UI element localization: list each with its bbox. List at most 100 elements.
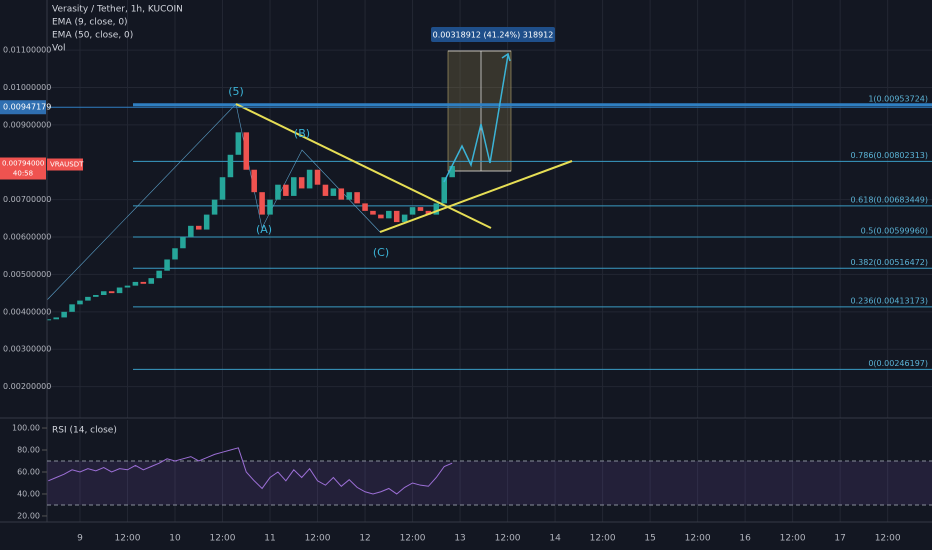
- y-tick-label: 0.01100000: [3, 46, 51, 55]
- crosshair-badge: [0, 100, 46, 115]
- rsi-pane: 100.00 80.00 60.00 40.00 20.00: [12, 424, 932, 520]
- candle: [306, 169, 313, 189]
- measure-badge: [431, 27, 555, 42]
- y-tick-label: 0.00300000: [3, 345, 51, 354]
- candle: [322, 184, 329, 196]
- candle: [132, 281, 139, 286]
- candle: [227, 154, 234, 178]
- candle: [433, 203, 440, 215]
- candle: [259, 192, 265, 215]
- candle: [211, 199, 218, 215]
- x-tick-label: 12:00: [685, 534, 711, 544]
- rsi-tick-label: 20.00: [17, 511, 40, 520]
- y-tick-label: 0.01000000: [3, 83, 51, 92]
- last-price-badge: [0, 157, 46, 180]
- candle: [124, 285, 131, 288]
- x-tick-label: 12:00: [305, 534, 331, 544]
- candle: [409, 207, 416, 215]
- y-tick-label: 0.00500000: [3, 270, 51, 279]
- candle: [417, 207, 424, 211]
- wave-label: (C): [373, 246, 389, 259]
- x-tick-label: 13: [454, 534, 465, 544]
- x-tick-label: 12:00: [780, 534, 806, 544]
- last-price-countdown: 40:58: [13, 170, 33, 178]
- candle: [108, 291, 115, 294]
- candle: [243, 132, 250, 170]
- rsi-tick-label: 80.00: [17, 446, 40, 455]
- candle: [219, 177, 226, 200]
- candle: [251, 169, 257, 193]
- candle: [370, 210, 376, 215]
- candle: [330, 188, 337, 196]
- x-tick-label: 9: [77, 534, 83, 544]
- indicator-label: EMA (50, close, 0): [52, 31, 133, 41]
- wave-label: (B): [294, 127, 310, 140]
- rsi-line: [48, 447, 453, 495]
- candle: [100, 291, 107, 295]
- candle: [314, 169, 321, 185]
- candle: [338, 188, 345, 200]
- candle: [449, 166, 455, 178]
- candle: [156, 270, 162, 279]
- x-tick-label: 17: [834, 534, 845, 544]
- y-tick-label: 0.00700000: [3, 195, 51, 204]
- fib-label: 0.236(0.00413173): [851, 296, 929, 305]
- position-box: [447, 50, 512, 172]
- candle: [45, 319, 52, 321]
- wave-label: (A): [256, 223, 272, 236]
- candle: [53, 317, 59, 320]
- candle: [85, 296, 91, 301]
- x-tick-label: 12:00: [115, 534, 141, 544]
- x-tick-label: 12: [359, 534, 370, 544]
- fib-label: 0.786(0.00802313): [851, 151, 929, 160]
- rsi-tick-label: 60.00: [17, 467, 40, 476]
- projection-arrow: [501, 52, 511, 62]
- candle: [441, 177, 447, 204]
- candle: [235, 132, 242, 155]
- rsi-band: [47, 460, 932, 505]
- fib-label: 0.382(0.00516472): [851, 258, 929, 267]
- rsi-tick-label: 40.00: [17, 489, 40, 498]
- candle: [401, 214, 408, 223]
- candle: [267, 199, 273, 215]
- indicator-label: EMA (9, close, 0): [52, 18, 128, 28]
- candle: [195, 225, 202, 230]
- fib-label: 0.618(0.00683449): [851, 195, 929, 204]
- candle: [188, 225, 194, 238]
- rsi-title: RSI (14, close): [52, 426, 117, 436]
- candle: [77, 300, 83, 305]
- x-tick-label: 10: [169, 534, 181, 544]
- candle: [283, 184, 289, 196]
- candle: [93, 294, 99, 297]
- symbol-badge: [47, 158, 83, 171]
- y-tick-label: 0.00900000: [3, 120, 51, 129]
- candle: [164, 259, 170, 271]
- fib-label: 0(0.00246197): [868, 359, 928, 368]
- y-tick-label: 0.00400000: [3, 307, 51, 316]
- candle: [298, 177, 305, 189]
- x-tick-label: 12:00: [400, 534, 426, 544]
- candle: [180, 237, 186, 249]
- candle: [69, 304, 75, 312]
- x-tick-label: 16: [739, 534, 751, 544]
- x-tick-label: 15: [644, 534, 655, 544]
- last-price-label: 0.00794000: [2, 160, 44, 168]
- candle: [354, 192, 360, 204]
- x-tick-label: 11: [264, 534, 275, 544]
- wave-lines: [46, 103, 381, 301]
- candle: [116, 287, 123, 294]
- fib-label: 1(0.00953724): [868, 94, 928, 103]
- wave-label: (5): [228, 85, 244, 98]
- x-tick-label: 12:00: [875, 534, 901, 544]
- y-tick-label: 0.00600000: [3, 233, 51, 242]
- trend-line-lower: [379, 160, 573, 233]
- candle: [378, 214, 384, 219]
- candle: [140, 281, 147, 284]
- candle: [148, 278, 155, 284]
- axis-labels: 9 12:00 10 12:00 11 12:00 12 12:00 13 12:00 14 12:0…: [0, 46, 932, 544]
- candle: [61, 311, 67, 318]
- candle: [425, 210, 432, 215]
- fib-label: 0.5(0.00599960): [861, 227, 928, 236]
